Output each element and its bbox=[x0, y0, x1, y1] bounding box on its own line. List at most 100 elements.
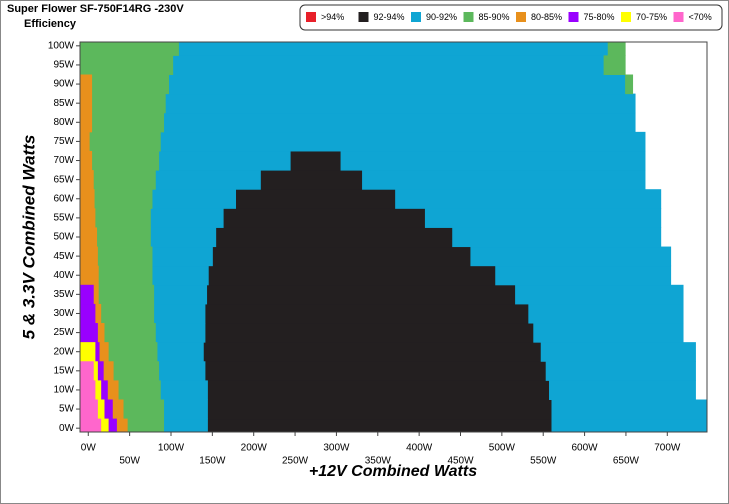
efficiency-cell bbox=[80, 246, 98, 267]
efficiency-cell bbox=[127, 418, 165, 433]
efficiency-cell bbox=[223, 208, 426, 228]
efficiency-cell bbox=[113, 361, 160, 381]
efficiency-cell bbox=[97, 246, 153, 267]
efficiency-cell bbox=[93, 170, 156, 190]
y-tick-label: 70W bbox=[53, 155, 74, 166]
y-tick-label: 50W bbox=[53, 232, 74, 243]
efficiency-cell bbox=[207, 399, 552, 420]
y-tick-label: 95W bbox=[53, 60, 74, 71]
efficiency-cell bbox=[165, 93, 636, 114]
efficiency-cell bbox=[155, 170, 261, 190]
efficiency-cell bbox=[235, 189, 396, 209]
efficiency-cell bbox=[94, 208, 151, 228]
x-tick-label: 500W bbox=[489, 443, 516, 454]
efficiency-cell bbox=[208, 265, 496, 286]
legend-label: <70% bbox=[689, 12, 712, 22]
x-tick-label: 300W bbox=[323, 443, 350, 454]
efficiency-cell bbox=[540, 342, 696, 362]
legend-label: 70-75% bbox=[636, 12, 667, 22]
efficiency-cell bbox=[551, 418, 708, 433]
efficiency-cell bbox=[204, 303, 529, 324]
efficiency-cell bbox=[150, 208, 224, 228]
legend-swatch bbox=[463, 12, 474, 22]
efficiency-cell bbox=[168, 74, 626, 95]
efficiency-cell bbox=[94, 189, 153, 209]
y-tick-label: 90W bbox=[53, 79, 74, 90]
y-tick-label: 100W bbox=[48, 40, 75, 51]
efficiency-cell bbox=[80, 189, 95, 209]
efficiency-cell bbox=[515, 284, 684, 305]
efficiency-cell bbox=[93, 284, 99, 305]
legend-label: 80-85% bbox=[531, 12, 562, 22]
efficiency-cell bbox=[98, 284, 155, 305]
efficiency-cell bbox=[212, 246, 471, 267]
x-tick-label: 400W bbox=[406, 443, 433, 454]
y-tick-label: 45W bbox=[53, 251, 74, 262]
x-tick-label: 600W bbox=[572, 443, 599, 454]
efficiency-cell bbox=[123, 399, 165, 420]
legend-swatch bbox=[621, 12, 631, 22]
legend-label: 90-92% bbox=[426, 12, 457, 22]
y-tick-label: 35W bbox=[53, 289, 74, 300]
efficiency-cell bbox=[424, 208, 662, 228]
efficiency-cell bbox=[118, 380, 161, 400]
legend-swatch bbox=[673, 12, 684, 22]
efficiency-cell bbox=[153, 303, 206, 324]
efficiency-cell bbox=[80, 380, 96, 400]
y-axis-title: 5 & 3.3V Combined Watts bbox=[19, 135, 38, 340]
efficiency-cell bbox=[116, 418, 128, 433]
efficiency-cell bbox=[103, 361, 114, 381]
efficiency-cell bbox=[207, 380, 550, 400]
efficiency-cell bbox=[607, 42, 626, 56]
legend-label: >94% bbox=[321, 12, 344, 22]
efficiency-cell bbox=[163, 418, 208, 433]
efficiency-cell bbox=[203, 342, 542, 362]
efficiency-cell bbox=[112, 399, 124, 420]
efficiency-cell bbox=[340, 150, 646, 171]
efficiency-cell bbox=[94, 380, 102, 400]
efficiency-cell bbox=[160, 131, 646, 152]
efficiency-cell bbox=[80, 93, 93, 114]
efficiency-cell bbox=[204, 323, 534, 343]
y-tick-label: 25W bbox=[53, 327, 74, 338]
efficiency-cell bbox=[80, 284, 94, 305]
efficiency-cell bbox=[470, 246, 672, 267]
efficiency-cell bbox=[98, 265, 153, 286]
efficiency-cell bbox=[160, 380, 208, 400]
efficiency-cell bbox=[163, 112, 636, 133]
efficiency-cell bbox=[80, 55, 174, 75]
efficiency-cell bbox=[150, 227, 217, 248]
y-tick-label: 65W bbox=[53, 174, 74, 185]
y-tick-label: 40W bbox=[53, 270, 74, 281]
y-tick-label: 30W bbox=[53, 308, 74, 319]
efficiency-cell bbox=[153, 284, 208, 305]
x-tick-label: 350W bbox=[365, 456, 392, 467]
y-tick-label: 5W bbox=[59, 404, 75, 415]
legend-swatch bbox=[568, 12, 579, 22]
efficiency-cell bbox=[80, 399, 98, 420]
efficiency-cell bbox=[107, 380, 119, 400]
efficiency-cell bbox=[549, 380, 696, 400]
efficiency-cell bbox=[80, 112, 93, 133]
efficiency-cell bbox=[80, 42, 179, 56]
y-tick-label: 20W bbox=[53, 346, 74, 357]
chart-title: Super Flower SF-750F14RG -230V bbox=[7, 3, 184, 15]
efficiency-cell bbox=[495, 265, 672, 286]
efficiency-cell bbox=[80, 303, 96, 324]
efficiency-cell bbox=[528, 303, 684, 324]
efficiency-cell bbox=[362, 170, 646, 190]
efficiency-cell bbox=[151, 265, 209, 286]
efficiency-cell bbox=[91, 74, 170, 95]
efficiency-cell bbox=[99, 342, 109, 362]
efficiency-cell bbox=[533, 323, 684, 343]
x-axis-title: +12V Combined Watts bbox=[309, 463, 477, 480]
x-tick-label: 700W bbox=[654, 443, 681, 454]
y-tick-label: 10W bbox=[53, 385, 74, 396]
efficiency-cell bbox=[97, 399, 105, 420]
x-tick-label: 550W bbox=[530, 456, 557, 467]
x-tick-label: 50W bbox=[119, 456, 140, 467]
efficiency-cell bbox=[155, 323, 206, 343]
x-tick-label: 250W bbox=[282, 456, 309, 467]
efficiency-cell bbox=[156, 342, 204, 362]
